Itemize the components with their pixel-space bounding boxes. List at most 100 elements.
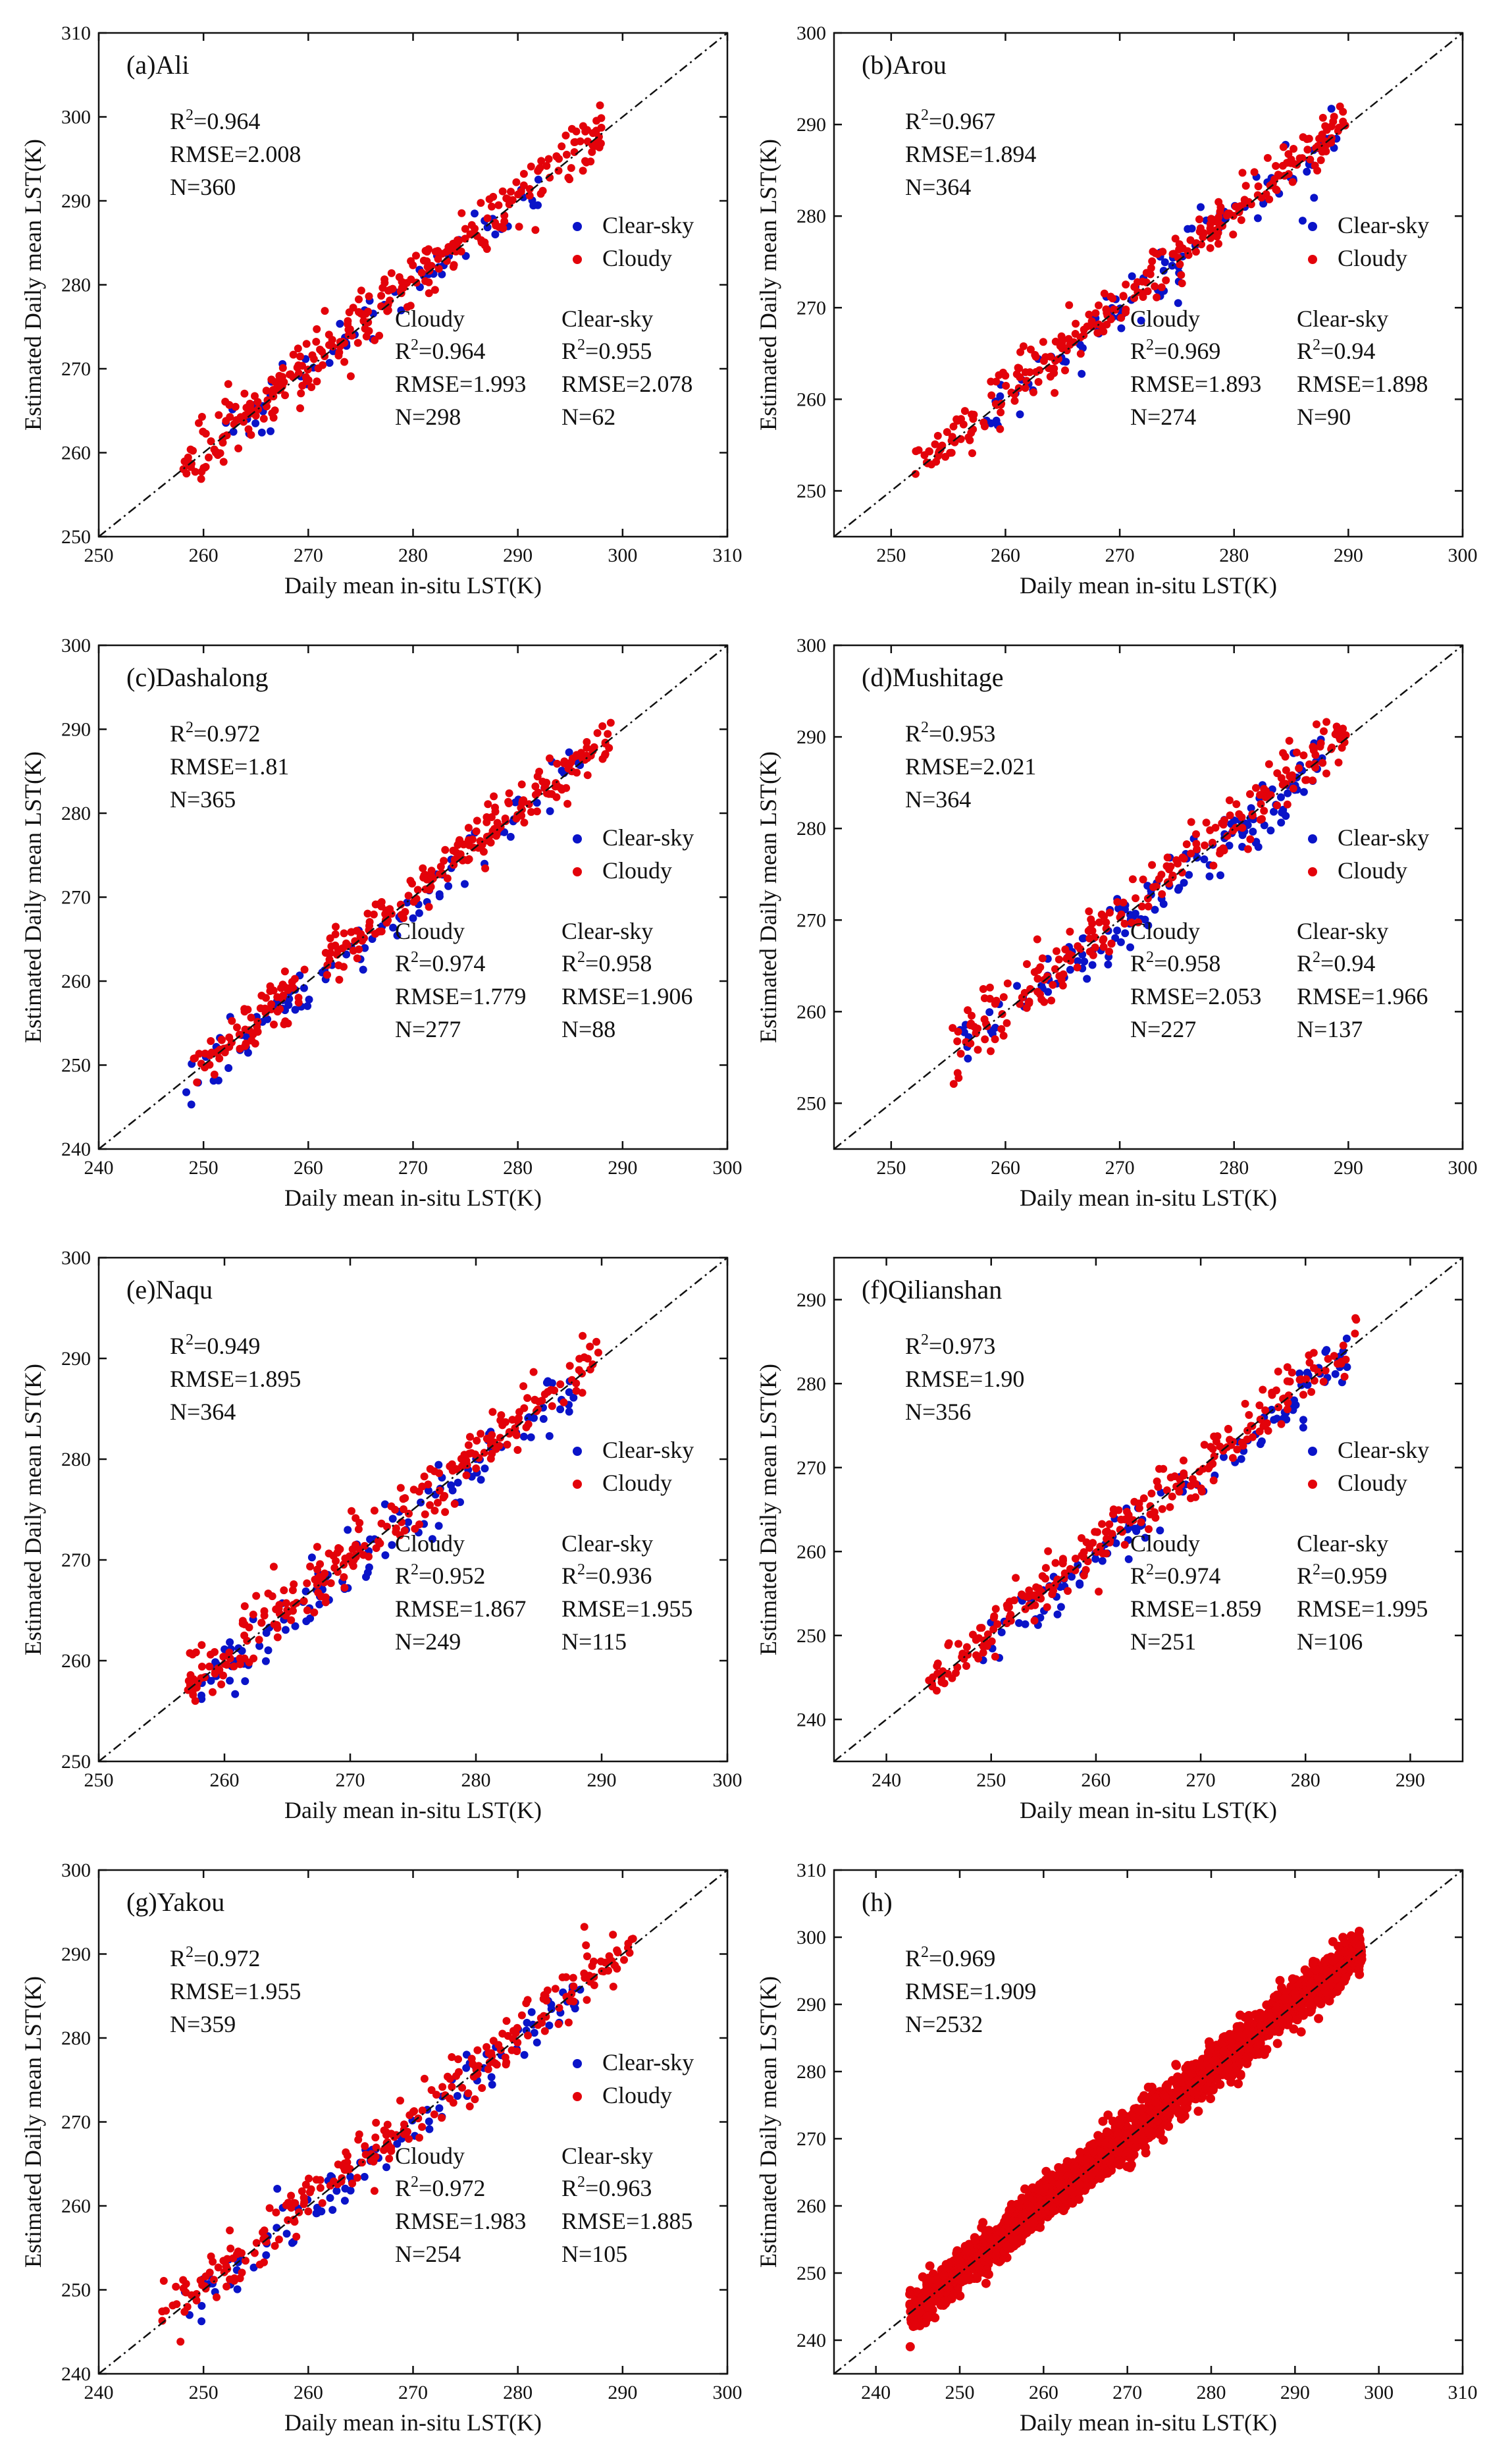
point-cloudy — [1121, 1515, 1130, 1524]
group-title: Clear-sky — [561, 2143, 653, 2169]
point-cloudy — [519, 181, 528, 190]
point-cloudy — [1026, 345, 1035, 354]
point-cloudy — [1064, 335, 1073, 343]
point-clear-sky — [985, 1008, 994, 1017]
point-cloudy — [1235, 810, 1243, 818]
point-clear-sky — [1113, 926, 1122, 935]
x-tick-label: 270 — [398, 1157, 428, 1179]
point-clear-sky — [344, 1526, 352, 1534]
point-cloudy — [948, 1674, 956, 1682]
point-clear-sky — [435, 890, 444, 898]
point-cloudy — [537, 157, 546, 165]
point-cloudy — [407, 275, 415, 284]
point-cloudy — [558, 1973, 567, 1981]
point-cloudy — [473, 2046, 482, 2054]
group-title: Clear-sky — [561, 1530, 653, 1557]
point-cloudy — [1307, 1387, 1316, 1396]
point-cloudy — [488, 202, 496, 211]
point-cloudy — [1100, 289, 1109, 298]
one-to-one-line — [98, 32, 728, 537]
point-cloudy — [1003, 1601, 1011, 1609]
y-tick-label: 260 — [61, 1650, 91, 1672]
point-cloudy — [355, 295, 363, 304]
point-cloudy — [1021, 384, 1030, 392]
point-clear-sky — [1053, 1610, 1062, 1619]
point-cloudy — [1082, 1538, 1091, 1547]
point-cloudy — [1016, 348, 1025, 356]
point-cloudy — [583, 126, 591, 134]
x-tick-label: 260 — [991, 1157, 1020, 1179]
x-tick-label: 260 — [294, 2382, 323, 2403]
point-cloudy — [346, 372, 355, 381]
point-cloudy — [513, 2039, 522, 2047]
point-cloudy — [577, 749, 585, 757]
point-cloudy — [450, 261, 458, 269]
point-cloudy — [1051, 965, 1059, 973]
point-cloudy — [242, 1039, 250, 1048]
point-cloudy — [968, 449, 976, 458]
point-cloudy — [226, 2275, 234, 2284]
point-cloudy — [426, 1464, 434, 1473]
point-cloudy — [499, 224, 508, 232]
point-cloudy — [210, 1070, 219, 1079]
y-tick-label: 280 — [61, 1449, 91, 1470]
point-cloudy — [553, 759, 561, 768]
point-cloudy — [1046, 352, 1055, 361]
legend-marker-clear-sky — [573, 222, 582, 231]
point-cloudy — [960, 407, 969, 415]
point-cloudy — [931, 440, 939, 448]
point-cloudy — [454, 236, 461, 244]
point-clear-sky — [964, 1054, 972, 1063]
x-tick-label: 300 — [713, 2382, 743, 2403]
point-cloudy — [1010, 390, 1019, 398]
point-cloudy — [457, 209, 466, 217]
point-cloudy — [1188, 1475, 1197, 1484]
x-tick-label: 270 — [1186, 1769, 1216, 1791]
point-cloudy — [535, 767, 544, 776]
point-cloudy — [1180, 1457, 1187, 1464]
point-cloudy — [1109, 294, 1117, 303]
point-cloudy — [1032, 367, 1040, 376]
point-cloudy — [467, 1449, 476, 1457]
point-cloudy — [1162, 276, 1170, 284]
point-cloudy — [587, 157, 595, 166]
point-cloudy — [1351, 1329, 1359, 1338]
point-cloudy — [228, 1017, 236, 1025]
point-cloudy — [339, 2162, 348, 2171]
point-cloudy — [569, 1997, 578, 2006]
point-cloudy — [1003, 979, 1012, 988]
point-cloudy — [224, 380, 232, 388]
point-cloudy — [576, 137, 585, 146]
point-cloudy — [1295, 154, 1304, 163]
point-cloudy — [287, 2191, 296, 2200]
point-cloudy — [1286, 772, 1294, 780]
point-cloudy — [323, 971, 331, 979]
point-cloudy — [956, 1050, 965, 1058]
point-clear-sky — [477, 1476, 485, 1484]
point-cloudy — [512, 1431, 521, 1439]
point-cloudy — [289, 350, 298, 359]
point-cloudy — [531, 791, 540, 799]
point-cloudy — [1105, 909, 1114, 917]
point-clear-sky — [1057, 1603, 1065, 1611]
point-cloudy — [234, 444, 243, 452]
point-clear-sky — [488, 2080, 496, 2089]
point-cloudy — [262, 387, 271, 395]
point-clear-sky — [1253, 214, 1262, 223]
point-cloudy — [262, 994, 270, 1002]
point-cloudy — [396, 2097, 404, 2105]
point-cloudy — [420, 2074, 429, 2083]
group-title: Cloudy — [395, 306, 465, 332]
point-cloudy — [501, 815, 509, 822]
point-cloudy — [300, 2197, 309, 2206]
y-tick-label: 280 — [61, 275, 91, 296]
point-cloudy — [1039, 357, 1048, 365]
point-cloudy — [313, 377, 321, 386]
point-cloudy — [1002, 381, 1010, 390]
point-cloudy — [1039, 338, 1047, 346]
overall-r2: R2=0.964 — [170, 107, 260, 134]
x-tick-label: 300 — [608, 545, 637, 566]
point-clear-sky — [302, 1617, 311, 1626]
